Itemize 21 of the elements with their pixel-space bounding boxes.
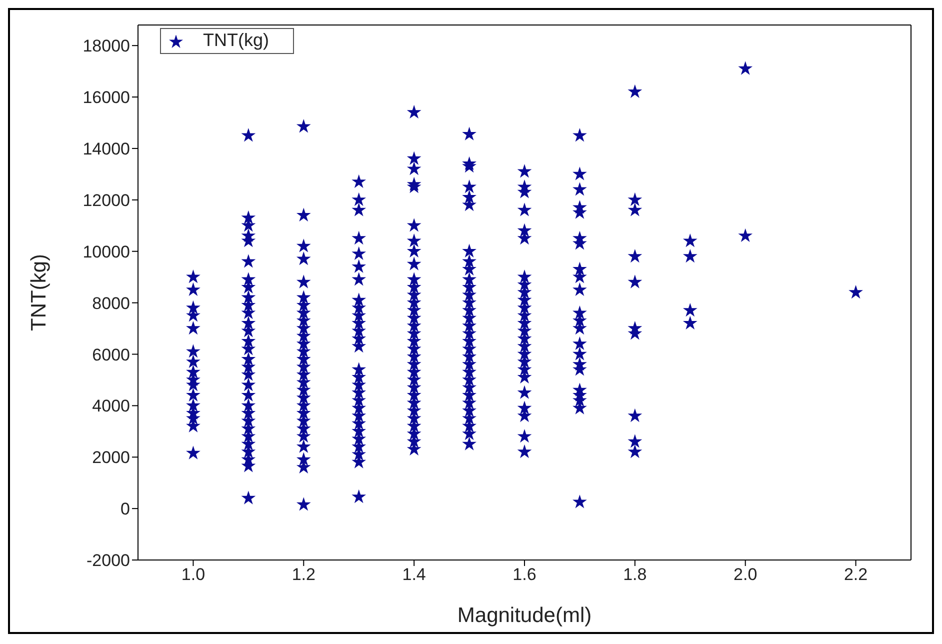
x-axis-title: Magnitude(ml)	[457, 604, 592, 627]
x-tick-label: 1.4	[402, 565, 426, 584]
x-tick-label: 2.2	[844, 565, 868, 584]
x-tick-label: 1.2	[292, 565, 316, 584]
y-axis-title: TNT(kg)	[27, 254, 50, 331]
y-tick-label: -2000	[86, 551, 130, 570]
y-tick-label: 14000	[82, 139, 130, 158]
y-tick-label: 12000	[82, 190, 130, 210]
y-tick-label: 2000	[92, 448, 130, 468]
y-tick-label: 4000	[92, 396, 130, 416]
y-tick-label: 8000	[92, 294, 130, 313]
y-tick-label: 18000	[82, 36, 130, 56]
x-tick-label: 1.0	[181, 565, 206, 584]
x-tick-label: 2.0	[734, 565, 758, 584]
x-tick-label: 1.6	[512, 565, 536, 584]
y-tick-label: 6000	[92, 345, 130, 364]
legend-label: TNT(kg)	[203, 30, 269, 50]
y-tick-label: 10000	[82, 242, 130, 262]
y-tick-label: 16000	[82, 88, 130, 108]
x-tick-label: 1.8	[623, 565, 647, 584]
y-tick-label: 0	[120, 500, 130, 519]
